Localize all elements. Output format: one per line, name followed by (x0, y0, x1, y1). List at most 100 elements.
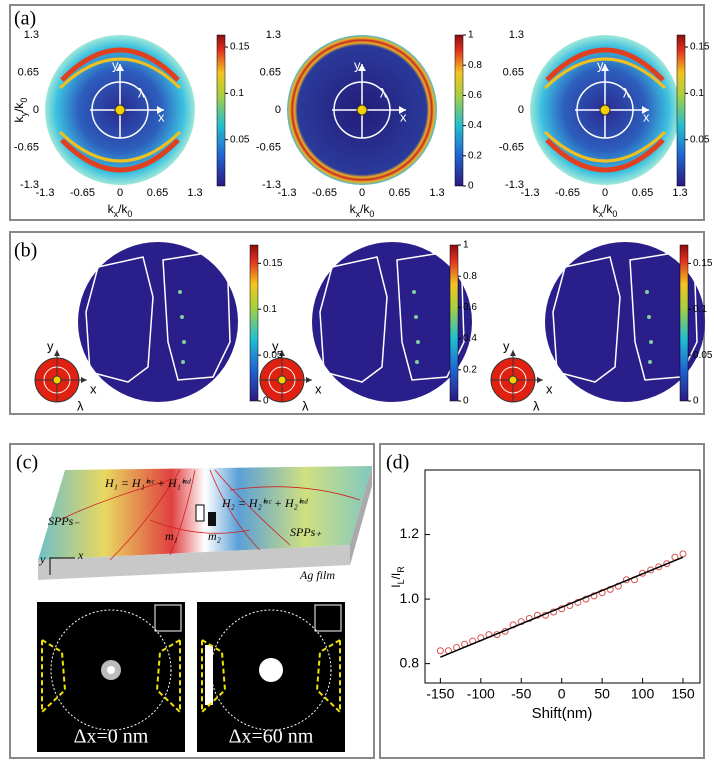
label-part: x (599, 209, 604, 219)
y-tick-label: -1.3 (505, 179, 524, 191)
panel-label: (d) (386, 452, 409, 474)
label-part: y (19, 111, 29, 116)
label-part: 0 (369, 209, 374, 219)
axis-label: y (112, 57, 119, 72)
axis-label: x (315, 381, 322, 396)
y-tick-label: 0 (518, 104, 524, 116)
label-part: /I (389, 573, 403, 580)
axis-label: y (272, 338, 279, 353)
y-tick-label: 1.2 (400, 525, 420, 541)
y-tick-label: 0 (275, 104, 281, 116)
y-tick-label: 1.3 (24, 29, 39, 41)
y-tick-label: 0.8 (400, 654, 420, 670)
x-tick-label: 0.65 (632, 187, 653, 199)
colorbar (454, 34, 464, 187)
x-tick-label: -1.3 (278, 187, 297, 199)
x-tick-label: -0.65 (312, 187, 337, 199)
x-axis-label: Shift(nm) (532, 705, 593, 722)
x-tick-label: 0 (117, 187, 123, 199)
far-field-image (197, 602, 345, 752)
label-part: R (396, 566, 406, 573)
x-tick-label: -0.65 (70, 187, 95, 199)
colorbar-tick-label: 0.05 (230, 134, 250, 145)
colorbar-tick-label: 0.15 (230, 42, 250, 53)
label-part: I (389, 584, 403, 587)
colorbar-tick-label: 0 (263, 396, 269, 407)
label: m₁ (165, 529, 178, 543)
x-tick-label: -1.3 (36, 187, 55, 199)
colorbar-tick-label: 1 (463, 240, 469, 251)
colorbar (676, 34, 686, 187)
caption: Δx=0 nm (74, 726, 149, 748)
y-tick-label: -1.3 (20, 179, 39, 191)
axis-label: λ (533, 398, 540, 413)
x-tick-label: 1.3 (429, 187, 444, 199)
data-point (517, 618, 525, 626)
x-tick-label: -1.3 (521, 187, 540, 199)
plot-frame (424, 469, 701, 684)
axis-label: y (354, 57, 361, 72)
x-tick-label: 0 (359, 187, 365, 199)
colorbar-tick-label: 0.8 (463, 271, 477, 282)
y-tick-label: 1.3 (266, 29, 281, 41)
colorbar-tick-label: 1 (468, 30, 474, 41)
equation: H₂ = H₂ⁱⁿᶜ + H₂ⁱⁿᵈ (221, 496, 309, 510)
axis-label: x (400, 109, 407, 124)
data-point (679, 550, 687, 558)
x-tick-label: 100 (631, 686, 655, 702)
label-part: k (12, 115, 26, 122)
colorbar-tick-label: 0.05 (693, 350, 713, 361)
x-tick-label: 0 (558, 686, 566, 702)
label-part: k (350, 202, 357, 216)
colorbar (249, 244, 259, 402)
y-tick-label: -0.65 (14, 141, 39, 153)
colorbar-tick-label: 0.15 (690, 42, 710, 53)
axis-label: IL/IR (389, 566, 406, 588)
axis-label: y (597, 57, 604, 72)
real-space-map (34, 241, 706, 403)
axis-label: x (643, 109, 650, 124)
colorbar (679, 244, 689, 402)
x-tick-label: 1.3 (672, 187, 687, 199)
axis-label: kx/k0 (593, 202, 618, 219)
axis-label: y (47, 338, 54, 353)
panel-label: (b) (14, 240, 37, 262)
far-field-image (37, 602, 185, 752)
axis-label: λ (77, 398, 84, 413)
panel-d-frame (379, 443, 705, 759)
data-point (663, 560, 671, 568)
x-tick-label: -0.65 (555, 187, 580, 199)
label: SPPs₊ (290, 525, 322, 539)
colorbar-tick-label: 0.05 (690, 134, 710, 145)
y-tick-label: -0.65 (499, 141, 524, 153)
colorbar-tick-label: 0.8 (468, 60, 482, 71)
label-part: L (396, 579, 406, 584)
colorbar-tick-label: 0.1 (693, 304, 707, 315)
colorbar-tick-label: 0.15 (263, 258, 283, 269)
axis-label: x (90, 381, 97, 396)
colorbar-tick-label: 0.4 (468, 120, 482, 131)
y-tick-label: 1.0 (400, 590, 420, 606)
colorbar-tick-label: 0.6 (463, 302, 477, 313)
label-part: k (593, 202, 600, 216)
label-part: 0 (127, 209, 132, 219)
axis-label: kx/k0 (108, 202, 133, 219)
label-part: 0 (612, 209, 617, 219)
y-tick-label: 0.65 (260, 66, 281, 78)
axis-label: kx/k0 (350, 202, 375, 219)
y-tick-label: -1.3 (262, 179, 281, 191)
panel-label: (a) (14, 8, 36, 30)
y-tick-label: 0.65 (503, 66, 524, 78)
colorbar-tick-label: 0 (468, 181, 474, 192)
label-part: /k (360, 202, 370, 216)
y-tick-label: 0 (33, 104, 39, 116)
label-part: /k (12, 102, 26, 112)
x-tick-label: 150 (671, 686, 695, 702)
k-space-map (45, 35, 195, 185)
label-part: 0 (19, 98, 29, 103)
x-tick-label: -50 (511, 686, 531, 702)
k-space-map (287, 35, 437, 185)
colorbar-tick-label: 0.1 (263, 304, 277, 315)
axis-label: y (39, 552, 46, 566)
